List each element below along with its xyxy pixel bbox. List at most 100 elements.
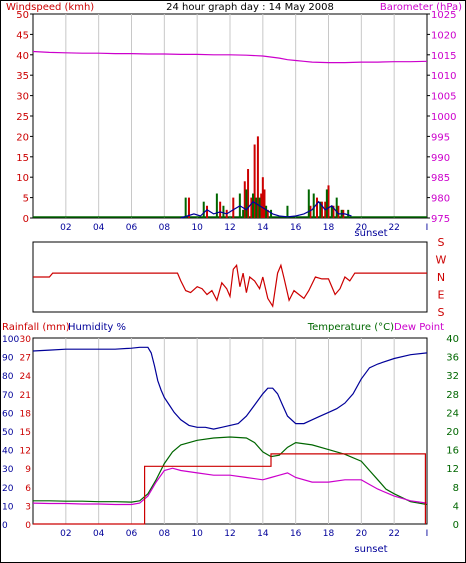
direction-tick-label: S	[438, 306, 445, 319]
temperature-line	[33, 436, 428, 506]
top-x-tick-label: 04	[93, 223, 105, 233]
barometer-tick-label: 990	[431, 153, 450, 164]
top-x-tick-label: 10	[191, 223, 203, 233]
rainfall-tick-label: 30	[20, 335, 32, 345]
rainfall-tick-label: 3	[25, 502, 31, 512]
barometer-tick-label: 1010	[431, 71, 456, 82]
top-x-tick-label: 16	[290, 223, 302, 233]
wind-line	[180, 200, 352, 219]
windspeed-tick-label: 0	[23, 214, 29, 225]
humidity-line	[32, 346, 428, 430]
barometer-axis-label: Barometer (hPa)	[380, 2, 462, 13]
direction-tick-label: E	[438, 289, 445, 302]
top-x-tick-label: 08	[159, 223, 171, 233]
top-x-tick-label: 02	[60, 223, 71, 233]
temperature-tick-label: 0	[453, 520, 459, 531]
chart-title: 24 hour graph day : 14 May 2008	[166, 2, 334, 13]
bottom-x-tick-label: 20	[356, 529, 368, 539]
temperature-tick-label: 8	[453, 483, 459, 494]
windspeed-tick-label: 35	[16, 71, 29, 82]
windspeed-tick-label: 30	[16, 92, 29, 103]
bottom-x-tick-label: 16	[290, 529, 302, 539]
top-x-tick-label: I	[426, 223, 429, 233]
top-x-tick-label: 20	[356, 223, 368, 233]
humidity-tick-label: 50	[2, 428, 14, 438]
temperature-tick-label: 28	[446, 390, 459, 401]
bottom-x-tick-label: 22	[388, 529, 399, 539]
barometer-tick-label: 995	[431, 132, 450, 143]
sunset-label-top: sunset	[354, 228, 387, 239]
rainfall-tick-label: 27	[20, 354, 31, 364]
direction-tick-label: S	[438, 236, 445, 249]
humidity-tick-label: 70	[2, 391, 14, 401]
rainfall-tick-label: 9	[25, 465, 31, 475]
bottom-x-tick-label: I	[426, 529, 429, 539]
wind-direction-line	[33, 263, 427, 308]
top-x-tick-label: 14	[257, 223, 269, 233]
barometer-tick-label: 985	[431, 173, 450, 184]
sunset-label-bottom: sunset	[354, 544, 387, 555]
temperature-tick-label: 36	[446, 353, 459, 364]
humidity-tick-label: 80	[2, 372, 14, 382]
windspeed-tick-label: 20	[16, 132, 29, 143]
barometer-tick-label: 1015	[431, 51, 456, 62]
top-x-tick-label: 06	[126, 223, 138, 233]
humidity-tick-label: 60	[2, 409, 14, 419]
bottom-x-tick-label: 08	[159, 529, 171, 539]
humidity-tick-label: 20	[2, 484, 14, 494]
barometer-tick-label: 1000	[431, 112, 456, 123]
direction-tick-label: N	[437, 271, 445, 284]
temperature-tick-label: 32	[446, 371, 459, 382]
barometer-tick-label: 975	[431, 214, 450, 225]
rainfall-tick-label: 6	[25, 484, 31, 494]
dew-point-line	[32, 467, 428, 506]
temperature-tick-label: 12	[446, 464, 459, 475]
windspeed-tick-label: 10	[16, 173, 29, 184]
top-x-tick-label: 12	[224, 223, 235, 233]
humidity-tick-label: 90	[2, 354, 14, 364]
humidity-tick-label: 10	[2, 502, 14, 512]
rainfall-line	[33, 453, 426, 525]
humidity-axis-label: Humidity %	[68, 322, 126, 333]
temperature-axis-label: Temperature (°C)	[307, 322, 394, 333]
direction-plot-area	[32, 241, 428, 313]
bottom-x-tick-label: 12	[224, 529, 235, 539]
rainfall-tick-label: 18	[20, 409, 32, 419]
rainfall-tick-label: 15	[20, 428, 31, 438]
dew-point-axis-label: Dew Point	[394, 322, 444, 333]
rainfall-tick-label: 21	[20, 391, 31, 401]
bottom-x-tick-label: 18	[323, 529, 335, 539]
temperature-tick-label: 24	[446, 408, 459, 419]
barometer-tick-label: 1025	[431, 10, 456, 21]
temperature-tick-label: 20	[446, 427, 459, 438]
windspeed-tick-label: 25	[16, 112, 29, 123]
humidity-tick-label: 40	[2, 447, 14, 457]
temperature-tick-label: 4	[453, 501, 459, 512]
windspeed-tick-label: 5	[23, 194, 29, 205]
bottom-x-tick-label: 04	[93, 529, 105, 539]
windspeed-axis-label: Windspeed (kmh)	[6, 2, 94, 13]
top-x-tick-label: 18	[323, 223, 335, 233]
barometer-tick-label: 1005	[431, 92, 456, 103]
temperature-tick-label: 40	[446, 334, 459, 345]
bottom-x-tick-label: 02	[60, 529, 71, 539]
barometer-tick-label: 1020	[431, 30, 456, 41]
humidity-tick-label: 30	[2, 465, 14, 475]
rainfall-tick-label: 24	[20, 372, 32, 382]
top-x-tick-label: 22	[388, 223, 399, 233]
barometer-tick-label: 980	[431, 194, 450, 205]
rainfall-tick-label: 0	[25, 521, 31, 531]
direction-tick-label: W	[436, 254, 447, 267]
temperature-tick-label: 16	[446, 446, 459, 457]
humidity-tick-label: 100	[2, 335, 19, 345]
windspeed-tick-label: 50	[16, 10, 29, 21]
humidity-tick-label: 0	[2, 521, 8, 531]
windspeed-tick-label: 40	[16, 51, 29, 62]
bottom-x-tick-label: 10	[191, 529, 203, 539]
rainfall-axis-label: Rainfall (mm)	[2, 322, 70, 333]
bottom-x-tick-label: 14	[257, 529, 269, 539]
rainfall-tick-label: 12	[20, 447, 31, 457]
bottom-x-tick-label: 06	[126, 529, 138, 539]
